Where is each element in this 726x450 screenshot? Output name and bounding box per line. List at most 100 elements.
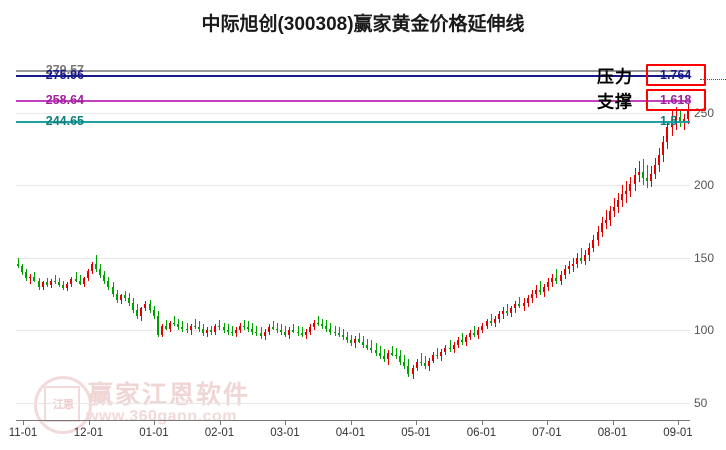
- candle-wick: [18, 257, 19, 268]
- level-support-line: [16, 100, 690, 103]
- candle-wick: [174, 315, 175, 326]
- candle-body: [601, 222, 603, 232]
- candle-body: [362, 341, 364, 345]
- level-resistance-cn-label: 压力: [597, 67, 633, 87]
- candle-body: [354, 338, 356, 344]
- candle-body: [297, 331, 299, 334]
- candle-body: [477, 330, 479, 335]
- candle-body: [161, 325, 163, 335]
- candle-body: [453, 344, 455, 349]
- candle-body: [461, 340, 463, 342]
- candle-wick: [371, 340, 372, 354]
- gridline: [16, 185, 690, 187]
- candle-body: [235, 330, 237, 334]
- candle-body: [99, 269, 101, 276]
- x-axis-tick-label: 04-01: [335, 427, 366, 439]
- level-mid-price-label: 244.65: [45, 113, 84, 128]
- candle-body: [370, 347, 372, 351]
- x-axis-tick-label: 03-01: [270, 427, 300, 439]
- x-axis-tick-label: 08-01: [597, 427, 628, 439]
- candle-wick: [474, 325, 475, 338]
- candle-body: [642, 172, 644, 179]
- candle-wick: [643, 159, 644, 186]
- candle-body: [412, 367, 414, 374]
- candle-body: [568, 266, 570, 270]
- candle-body: [206, 330, 208, 334]
- candle-body: [366, 344, 368, 348]
- candle-body: [588, 247, 590, 255]
- candle-body: [144, 304, 146, 309]
- candle-body: [181, 327, 183, 329]
- candle-wick: [339, 327, 340, 338]
- candle-body: [268, 327, 270, 332]
- candle-body: [17, 263, 19, 267]
- candle-wick: [285, 325, 286, 338]
- candle-body: [165, 325, 167, 329]
- x-axis-tick-label: 09-01: [663, 427, 693, 439]
- candle-body: [338, 333, 340, 335]
- candle-body: [395, 354, 397, 357]
- candle-wick: [182, 321, 183, 332]
- candle-wick: [166, 320, 167, 331]
- candle-body: [498, 314, 500, 319]
- candle-wick: [367, 338, 368, 351]
- candle-body: [621, 193, 623, 200]
- candle-wick: [363, 335, 364, 348]
- level-support-cn-label: 支撑: [597, 92, 633, 112]
- candle-body: [309, 327, 311, 332]
- candle-body: [231, 331, 233, 334]
- candle-wick: [606, 209, 607, 229]
- candle-body: [506, 311, 508, 313]
- x-axis-tick: [88, 420, 90, 425]
- x-axis-tick-label: 06-01: [466, 427, 497, 439]
- candle-body: [255, 331, 257, 334]
- x-axis-tick-label: 07-01: [532, 427, 562, 439]
- candle-body: [46, 282, 48, 286]
- candle-wick: [647, 165, 648, 189]
- candle-body: [132, 302, 134, 310]
- candle-body: [227, 330, 229, 332]
- candle-body: [58, 282, 60, 286]
- candle-wick: [330, 322, 331, 335]
- candle-body: [223, 327, 225, 331]
- level-top-gray-price-label: 279.57: [45, 63, 84, 77]
- candle-body: [486, 321, 488, 326]
- candle-body: [153, 309, 155, 316]
- candle-body: [592, 240, 594, 248]
- candle-body: [449, 347, 451, 349]
- candle-body: [177, 324, 179, 328]
- candle-body: [580, 257, 582, 261]
- candle-wick: [232, 325, 233, 336]
- x-axis-tick: [547, 420, 548, 425]
- candle-body: [186, 328, 188, 331]
- candle-body: [346, 337, 348, 341]
- candle-body: [436, 354, 438, 357]
- candle-body: [399, 356, 401, 363]
- candle-body: [87, 270, 89, 278]
- candle-body: [91, 263, 93, 271]
- candle-wick: [519, 296, 520, 309]
- candle-body: [473, 333, 475, 335]
- candle-wick: [450, 340, 451, 352]
- candle-wick: [404, 354, 405, 370]
- candle-wick: [277, 322, 278, 334]
- candle-wick: [293, 324, 294, 334]
- x-axis-tick-label: 11-01: [8, 427, 38, 439]
- candle-body: [510, 308, 512, 313]
- candle-wick: [80, 275, 81, 286]
- candle-body: [403, 362, 405, 367]
- candle-body: [514, 304, 516, 309]
- candle-body: [481, 325, 483, 331]
- candle-wick: [252, 322, 253, 335]
- candle-body: [420, 362, 422, 364]
- candle-wick: [195, 318, 196, 329]
- candle-wick: [298, 325, 299, 336]
- x-axis-tick: [612, 420, 614, 425]
- candle-body: [112, 286, 114, 294]
- candle-wick: [302, 327, 303, 338]
- candle-body: [527, 298, 529, 303]
- candle-body: [66, 283, 68, 289]
- candle-body: [140, 308, 142, 316]
- x-axis-tick: [416, 420, 417, 425]
